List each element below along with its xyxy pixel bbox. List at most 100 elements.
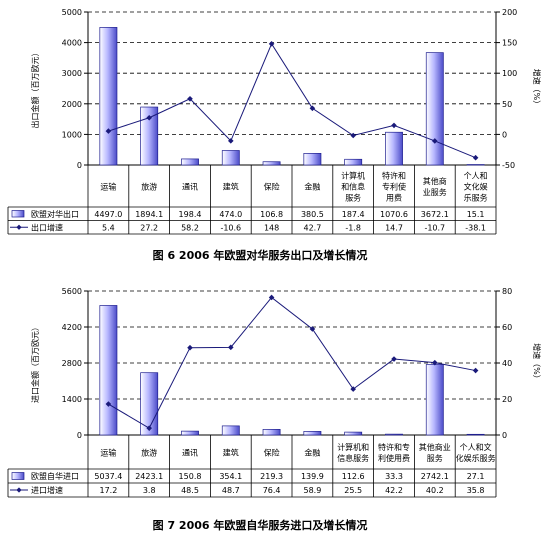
chart2-value-cell: 27.1 <box>467 472 485 481</box>
chart2-category-label: 利使用费 <box>378 453 410 463</box>
chart1-category-label: 文化娱 <box>464 182 488 192</box>
chart2-right-tick-label: 40 <box>502 359 512 368</box>
chart2-growth-line <box>108 296 476 429</box>
chart1-value-cell: 58.2 <box>181 223 199 232</box>
chart1-value-cell: -10.6 <box>220 223 241 232</box>
chart1-right-tick-label: 200 <box>502 8 517 17</box>
chart1-left-tick-label: 1000 <box>62 130 82 139</box>
chart2-growth-point-8 <box>391 356 397 362</box>
chart1-right-tick-label: 100 <box>502 69 517 78</box>
chart1-value-cell: 198.4 <box>179 210 202 219</box>
chart2-value-cell: 42.2 <box>385 486 403 495</box>
chart1-growth-point-9 <box>432 138 438 144</box>
chart1-value-cell: 27.2 <box>140 223 158 232</box>
chart2-category-label: 建筑 <box>223 448 239 458</box>
chart2-legend-line-marker <box>16 487 22 493</box>
chart2-growth-point-4 <box>228 344 234 351</box>
chart1-category-label: 运输 <box>100 182 116 192</box>
chart2-y2-axis-label: 增速（%） <box>532 343 542 383</box>
chart1-left-tick-label: 0 <box>77 161 82 170</box>
chart2-left-tick-label: 1400 <box>62 395 82 404</box>
chart2-category-label: 金融 <box>304 448 320 458</box>
chart1-value-cell: 14.7 <box>385 223 403 232</box>
chart2-y-axis-label: 进口金额（百万欧元） <box>30 323 40 403</box>
chart1-category-label: 通讯 <box>182 182 198 192</box>
chart1-bar-7 <box>344 158 363 166</box>
chart2-value-cell: 2742.1 <box>421 472 449 481</box>
chart1-value-cell: 380.5 <box>301 210 324 219</box>
chart2-growth-point-9 <box>432 359 438 366</box>
chart2-bar-8 <box>385 433 403 436</box>
chart1-bar-10 <box>466 164 485 166</box>
chart2-value-cell: 48.7 <box>222 486 240 495</box>
chart1-caption: 图 6 2006 年欧盟对华服务出口及增长情况 <box>153 248 368 262</box>
chart2-bar-6 <box>303 431 322 436</box>
chart1-value-cell: 474.0 <box>219 210 242 219</box>
chart1-legend-bar-swatch <box>11 210 25 218</box>
chart1-value-cell: 5.4 <box>102 223 115 232</box>
chart2-growth-point-3 <box>187 344 193 351</box>
chart1-value-cell: 187.4 <box>342 210 365 219</box>
chart1-value-cell: 148 <box>264 223 279 232</box>
chart2-bar-5 <box>262 429 281 436</box>
chart2-legend-bar-swatch <box>11 472 25 480</box>
chart1-value-cell: -1.8 <box>345 223 361 232</box>
chart2-value-cell: 17.2 <box>99 486 117 495</box>
chart1-bar-3 <box>181 158 199 166</box>
chart2-value-cell: 25.5 <box>344 486 362 495</box>
chart1-category-label: 和信息 <box>341 182 365 192</box>
chart1-bar-6 <box>303 153 322 166</box>
chart1-legend-label-2: 出口增速 <box>31 222 63 232</box>
chart2-left-tick-label: 2800 <box>62 359 82 368</box>
chart2-value-cell: 58.9 <box>303 486 321 495</box>
chart1-legend-label-1: 欧盟对华出口 <box>31 209 79 219</box>
chart1-value-cell: -10.7 <box>424 223 445 232</box>
chart1-value-cell: -38.1 <box>465 223 486 232</box>
chart1-category-label: 金融 <box>304 182 320 192</box>
chart1-bar-2 <box>140 106 159 166</box>
chart2-growth-point-10 <box>472 367 479 374</box>
chart1-value-cell: 1070.6 <box>380 210 408 219</box>
chart2-value-cell: 3.8 <box>143 486 156 495</box>
chart1-category-label: 其他商 <box>423 176 447 186</box>
chart2-growth-point-6 <box>309 326 316 332</box>
chart1-value-cell: 3672.1 <box>421 210 449 219</box>
chart1-value-cell: 106.8 <box>260 210 283 219</box>
chart1-right-tick-label: 50 <box>502 100 512 109</box>
chart1-y-axis-label: 出口金额（百万欧元） <box>30 49 40 129</box>
chart2-value-cell: 35.8 <box>467 486 485 495</box>
chart2-category-label: 个人和文 <box>460 442 492 452</box>
chart2-value-cell: 112.6 <box>342 472 365 481</box>
chart2-category-label: 旅游 <box>141 448 157 458</box>
chart2-value-cell: 76.4 <box>263 486 281 495</box>
chart2-bar-1 <box>99 305 118 436</box>
chart2-value-cell: 219.3 <box>260 472 283 481</box>
chart1-category-label: 计算机 <box>341 171 365 181</box>
chart1-category-label: 保险 <box>264 182 280 192</box>
chart2-category-label: 服务 <box>427 453 443 463</box>
chart2-left-tick-label: 5600 <box>62 287 82 296</box>
chart1-category-label: 乐服务 <box>464 193 488 203</box>
chart2-category-label: 计算机和 <box>337 442 369 452</box>
chart2-category-label: 通讯 <box>182 448 198 458</box>
chart2-bar-4 <box>221 425 240 436</box>
chart1-bar-9 <box>425 52 444 166</box>
chart1-bar-4 <box>221 150 240 166</box>
chart2-category-label: 信息服务 <box>337 453 369 463</box>
chart1-growth-point-3 <box>187 95 193 102</box>
chart2-caption: 图 7 2006 年欧盟自华服务进口及增长情况 <box>153 518 368 532</box>
chart2-growth-point-7 <box>350 386 356 392</box>
chart2-value-cell: 48.5 <box>181 486 199 495</box>
chart1-category-label: 个人和 <box>464 172 488 181</box>
chart2-right-tick-label: 60 <box>502 323 512 332</box>
chart1-left-tick-label: 2000 <box>62 100 82 109</box>
chart1-growth-point-1 <box>105 128 112 134</box>
chart1-growth-point-7 <box>350 132 356 139</box>
chart1-legend-line-marker <box>16 224 22 230</box>
chart1-growth-point-8 <box>391 122 397 129</box>
chart2-legend-label-2: 进口增速 <box>31 485 63 495</box>
chart2-right-tick-label: 0 <box>502 431 507 440</box>
chart2-category-label: 保险 <box>264 448 280 458</box>
chart2-value-cell: 354.1 <box>219 472 242 481</box>
chart2-legend-label-1: 欧盟自华进口 <box>31 471 79 481</box>
